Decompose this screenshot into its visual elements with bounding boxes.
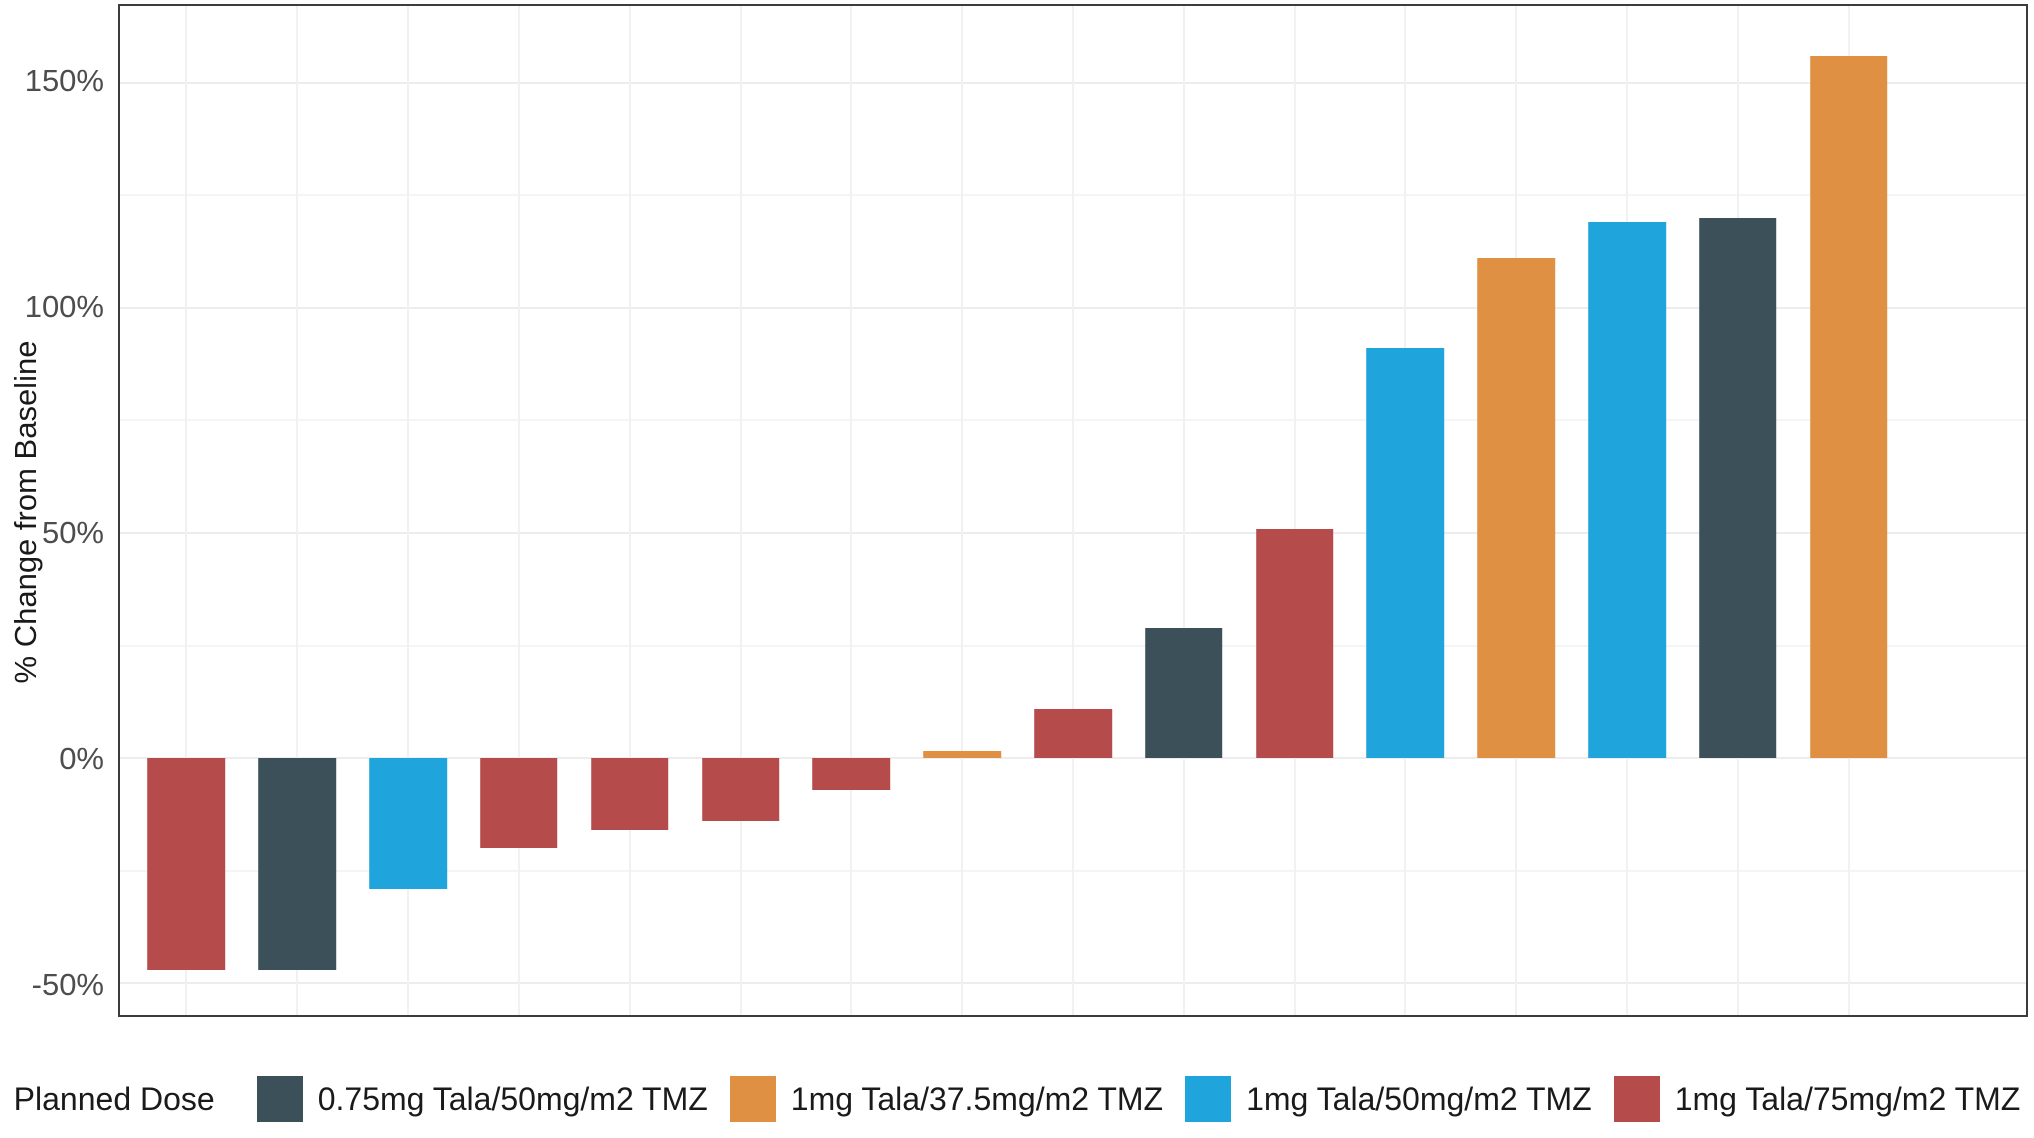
bar [1145, 627, 1223, 759]
y-axis-tick-label: 50% [41, 515, 104, 551]
vertical-gridline [1182, 6, 1185, 1015]
y-axis-tick-label: 150% [24, 62, 104, 98]
legend-item-label: 1mg Tala/75mg/m2 TMZ [1674, 1080, 2021, 1117]
bar [590, 758, 669, 831]
legend-item-label: 1mg Tala/50mg/m2 TMZ [1246, 1080, 1592, 1117]
vertical-gridline [517, 6, 520, 1015]
bar [701, 758, 780, 822]
legend: Planned Dose 0.75mg Tala/50mg/m2 TMZ 1mg … [0, 1066, 2034, 1132]
bar [923, 751, 1001, 759]
vertical-gridline [850, 6, 853, 1015]
y-axis-tick-label: -50% [31, 967, 104, 1003]
legend-item-label: 1mg Tala/37.5mg/m2 TMZ [790, 1080, 1164, 1117]
bar [1477, 258, 1556, 759]
bar [1034, 708, 1112, 759]
legend-swatch [256, 1076, 303, 1122]
bar [258, 758, 337, 970]
bar [1699, 217, 1777, 759]
plot-panel [118, 4, 2028, 1017]
vertical-gridline [1072, 6, 1074, 1015]
bar [369, 758, 447, 889]
vertical-gridline [407, 6, 410, 1015]
vertical-gridline [961, 6, 964, 1015]
bar [480, 758, 558, 849]
vertical-gridline [628, 6, 631, 1015]
legend-swatch [1613, 1076, 1660, 1122]
legend-title: Planned Dose [13, 1080, 215, 1117]
bar [812, 758, 891, 790]
y-axis-tick-label: 100% [24, 288, 104, 324]
vertical-gridline [1293, 6, 1296, 1015]
bar [147, 758, 226, 970]
legend-item-label: 0.75mg Tala/50mg/m2 TMZ [317, 1080, 708, 1117]
legend-item: 1mg Tala/37.5mg/m2 TMZ [729, 1076, 1164, 1122]
bar [1366, 348, 1445, 759]
bar [1588, 222, 1666, 759]
vertical-gridline [739, 6, 742, 1015]
bar [1809, 55, 1888, 759]
vertical-gridline [185, 6, 188, 1015]
legend-item: 0.75mg Tala/50mg/m2 TMZ [256, 1076, 708, 1122]
legend-item: 1mg Tala/50mg/m2 TMZ [1185, 1076, 1592, 1122]
legend-swatch [1185, 1076, 1232, 1122]
legend-swatch [729, 1076, 776, 1122]
vertical-gridline [296, 6, 299, 1015]
y-axis-tick-label: 0% [59, 741, 104, 777]
legend-item: 1mg Tala/75mg/m2 TMZ [1613, 1076, 2021, 1122]
y-axis-tick-labels: 150% 100% 50% 0% -50% [0, 4, 104, 1017]
bar [1255, 528, 1334, 759]
